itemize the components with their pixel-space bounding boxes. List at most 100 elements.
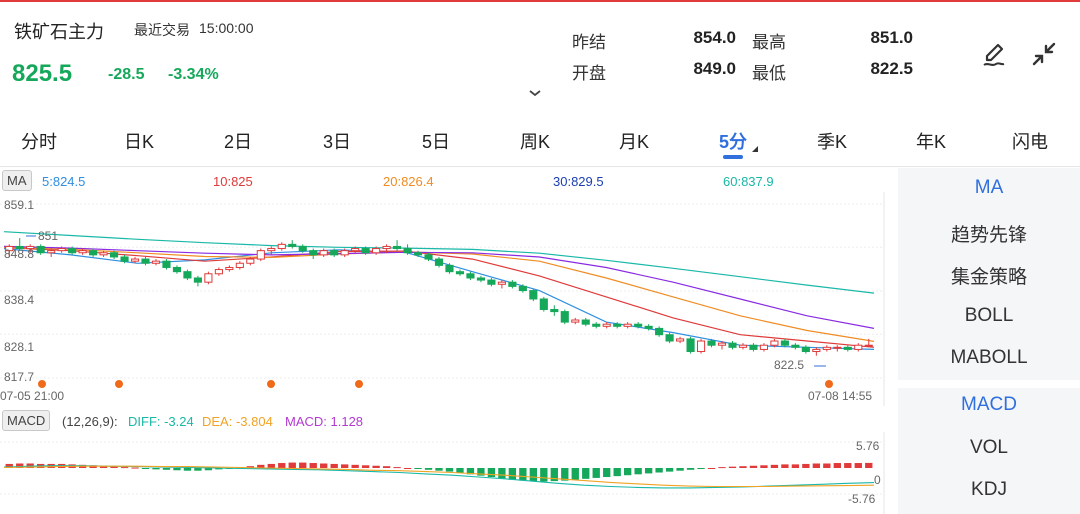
price-axis-tick: 848.8 — [4, 247, 34, 261]
macd-bar — [194, 468, 202, 471]
event-dot-icon[interactable] — [267, 380, 275, 388]
macd-bar — [267, 463, 275, 468]
candle-body — [613, 323, 622, 327]
candle-body — [47, 250, 56, 254]
top-accent-line — [0, 0, 1080, 2]
macd-bar — [351, 464, 359, 468]
stat-value-prev-settle: 854.0 — [693, 28, 736, 47]
last-trade-time: 15:00:00 — [199, 20, 254, 36]
candle-body — [749, 344, 758, 350]
tab-5day[interactable]: 5日 — [421, 132, 450, 152]
candle-body — [822, 346, 831, 350]
price-axis-tick: 828.1 — [4, 340, 34, 354]
tab-flash[interactable]: 闪电 — [1012, 132, 1048, 152]
chevron-down-icon[interactable] — [528, 88, 542, 98]
macd-axis-tick: 0 — [874, 473, 881, 487]
tab-dropdown-caret-icon[interactable] — [752, 146, 758, 152]
candle-body — [246, 258, 255, 264]
event-dot-icon[interactable] — [355, 380, 363, 388]
event-dot-icon[interactable] — [115, 380, 123, 388]
tab-intraday[interactable]: 分时 — [21, 132, 57, 152]
candle-body — [141, 258, 150, 264]
side-item-boll[interactable]: BOLL — [964, 305, 1014, 326]
macd-bar — [477, 468, 485, 476]
side-item-kdj[interactable]: KDJ — [971, 479, 1007, 500]
event-dot-icon[interactable] — [825, 380, 833, 388]
macd-bar — [561, 468, 569, 481]
tab-2day[interactable]: 2日 — [223, 132, 252, 152]
candle-body — [434, 258, 444, 266]
tab-monthly[interactable]: 月K — [618, 132, 649, 152]
candle-body — [309, 250, 318, 256]
tab-daily[interactable]: 日K — [123, 132, 154, 152]
candle-body — [728, 342, 737, 348]
candle-body — [68, 248, 77, 254]
candle-body — [319, 250, 328, 256]
candle-body — [288, 243, 297, 247]
ma-indicator-badge[interactable]: MA — [2, 170, 32, 191]
tab-yearly[interactable]: 年K — [915, 132, 946, 152]
macd-bar — [655, 468, 663, 473]
macd-bar — [728, 466, 737, 468]
macd-chart[interactable]: 5.76 0 -5.76 — [0, 432, 890, 514]
macd-bar — [456, 468, 464, 473]
side-item-vol[interactable]: VOL — [969, 437, 1009, 458]
side-item-strategy[interactable]: 集金策略 — [950, 267, 1027, 288]
candle-body — [57, 248, 66, 252]
side-item-macd[interactable]: MACD — [961, 394, 1017, 415]
quote-header: 铁矿石主力 最近交易 15:00:00 825.5 -28.5 -3.34% 昨… — [0, 0, 1080, 118]
candle-body — [738, 344, 748, 348]
candle-body — [696, 340, 706, 353]
macd-bar — [278, 463, 286, 468]
candle-body — [172, 266, 182, 273]
side-item-maboll[interactable]: MABOLL — [950, 347, 1028, 368]
tab-weekly[interactable]: 周K — [519, 132, 550, 152]
candle-body — [539, 298, 548, 310]
candle-body — [361, 248, 370, 254]
candle-body — [393, 245, 402, 250]
candle-body — [193, 277, 202, 283]
stat-value-low: 822.5 — [870, 59, 913, 78]
ma10-value: 10:825 — [213, 174, 253, 189]
candle-body — [99, 252, 108, 256]
tab-5min[interactable]: 5分 — [718, 132, 747, 152]
candle-body — [298, 245, 307, 252]
macd-bar — [299, 462, 307, 468]
candle-body — [529, 290, 538, 300]
candle-body — [581, 319, 590, 325]
price-change: -28.5 — [108, 66, 145, 83]
side-item-ma[interactable]: MA — [974, 177, 1004, 198]
macd-bar — [435, 468, 443, 471]
macd-bar — [183, 468, 192, 471]
candle-body — [665, 334, 674, 342]
candlestick-chart[interactable]: 859.1 848.8 838.4 828.1 817.7 851 822.5 … — [0, 192, 890, 406]
macd-bar — [854, 463, 862, 468]
macd-indicator-badge[interactable]: MACD — [2, 410, 51, 431]
active-tab-indicator — [723, 155, 743, 159]
candle-body — [235, 262, 244, 268]
macd-bar — [624, 468, 632, 476]
collapse-arrows-icon[interactable] — [1028, 38, 1060, 70]
event-dot-icon[interactable] — [38, 380, 46, 388]
edit-pen-icon[interactable] — [978, 38, 1010, 70]
macd-bar — [865, 462, 873, 468]
side-item-trend[interactable]: 趋势先锋 — [950, 225, 1027, 246]
candle-body — [707, 340, 716, 346]
macd-bar — [498, 468, 506, 479]
candle-body — [214, 269, 223, 275]
candle-body — [487, 279, 496, 285]
macd-bar — [833, 463, 841, 468]
instrument-name: 铁矿石主力 — [14, 22, 104, 42]
macd-bar — [739, 466, 747, 468]
macd-dea-value: DEA: -3.804 — [202, 414, 273, 429]
macd-diff-value: DIFF: -3.24 — [128, 414, 194, 429]
macd-bar — [162, 468, 171, 470]
candle-body — [225, 266, 234, 271]
macd-bar — [634, 468, 642, 475]
macd-bar — [613, 468, 621, 477]
tab-quarterly[interactable]: 季K — [816, 132, 847, 152]
tab-3day[interactable]: 3日 — [322, 132, 351, 152]
candle-body — [843, 346, 852, 350]
macd-bar — [718, 467, 726, 469]
macd-bar — [424, 468, 433, 470]
